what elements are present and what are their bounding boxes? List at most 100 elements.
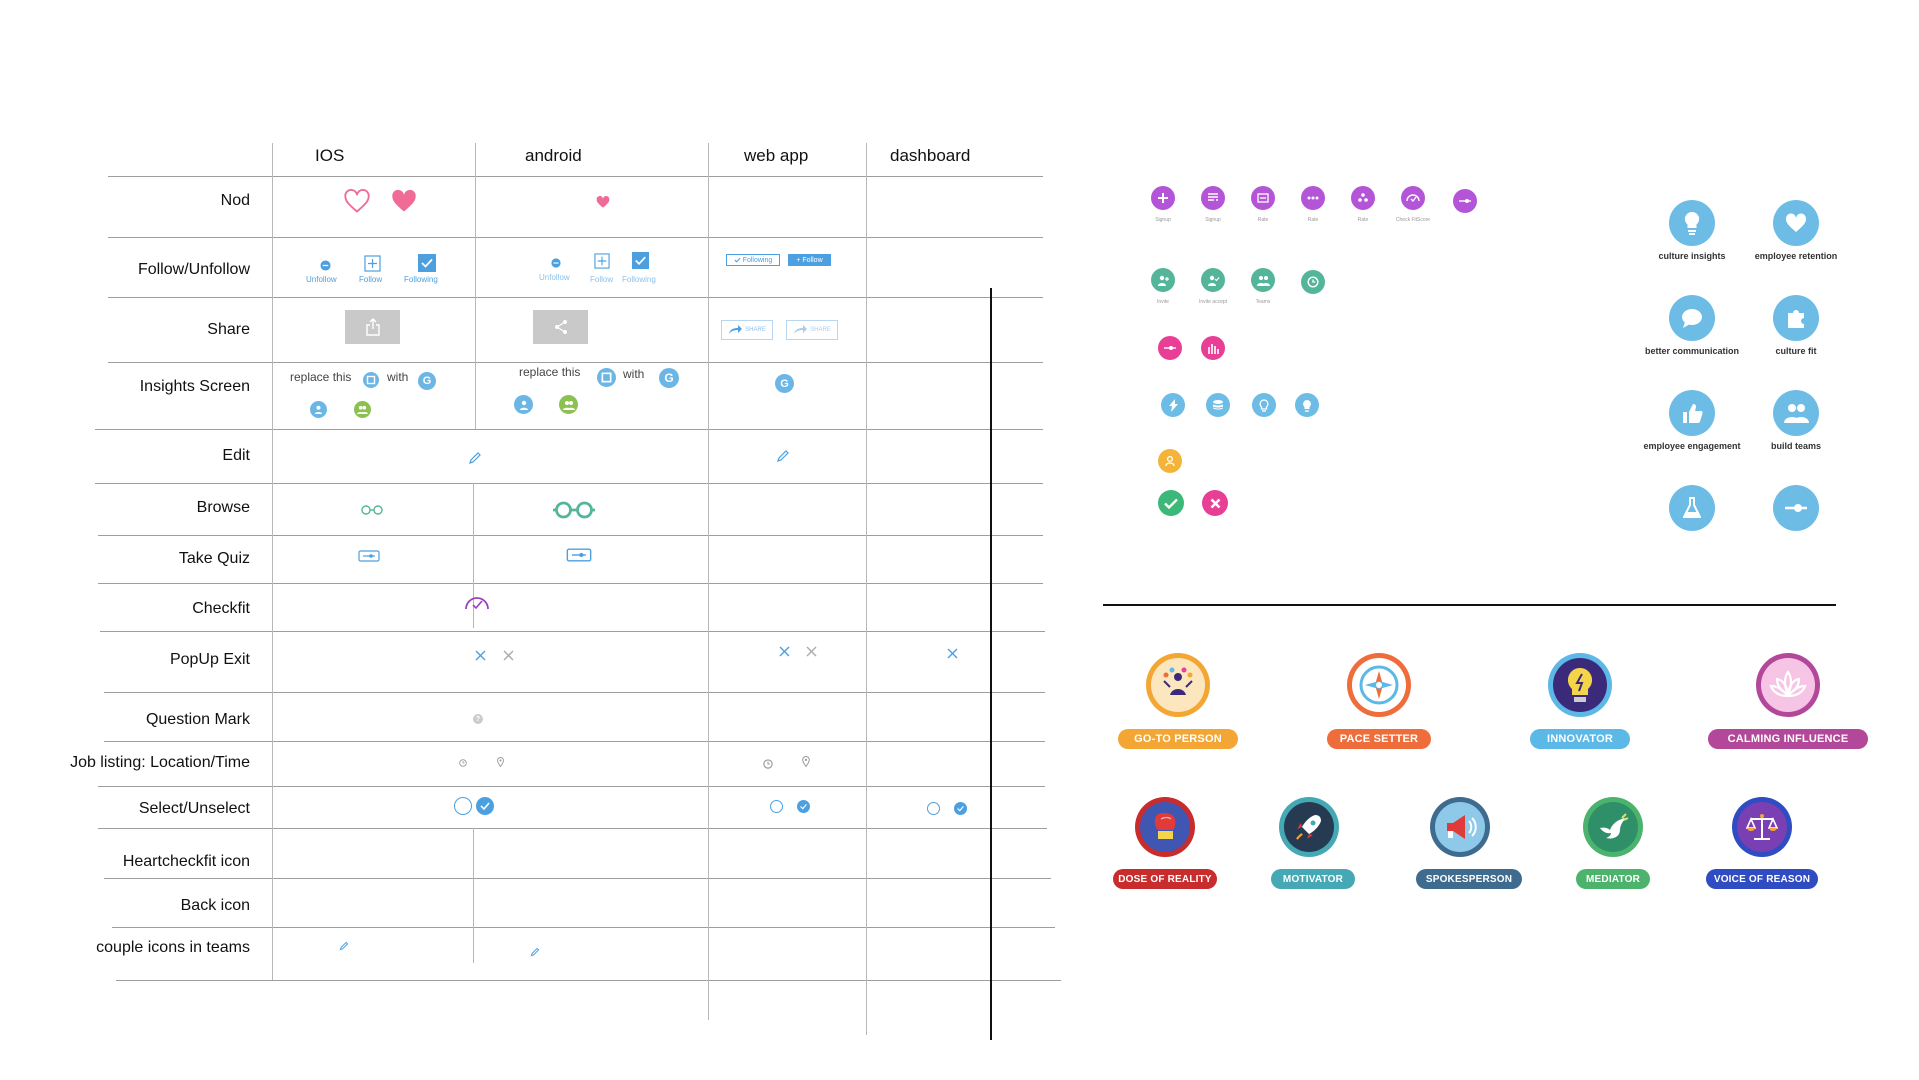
question-mark-icon[interactable]: ? bbox=[473, 714, 483, 724]
column-header-ios: IOS bbox=[315, 146, 345, 165]
employee-retention-label: employee retention bbox=[1754, 251, 1838, 261]
clock-green-icon bbox=[1301, 270, 1325, 294]
row-header-back-icon: Back icon bbox=[180, 897, 250, 914]
unfollow-label: Unfollow bbox=[539, 273, 570, 282]
close-icon[interactable] bbox=[503, 650, 514, 661]
quiz-slider-icon[interactable] bbox=[358, 550, 380, 562]
g-icon: G bbox=[418, 372, 436, 390]
row-header-popup-exit: PopUp Exit bbox=[169, 651, 250, 668]
check-green-icon bbox=[1158, 490, 1184, 516]
signup-plus-icon bbox=[1151, 186, 1175, 210]
employee-retention-icon bbox=[1773, 200, 1819, 246]
close-icon[interactable] bbox=[947, 648, 958, 659]
checkfit-gauge-icon[interactable] bbox=[463, 596, 491, 611]
follow-label: Follow bbox=[590, 275, 614, 284]
caption-rate: Rate bbox=[1307, 217, 1319, 223]
share-button-android[interactable] bbox=[533, 310, 588, 344]
col-line bbox=[475, 143, 476, 429]
follow-label: Follow bbox=[359, 275, 383, 284]
heart-outline-icon bbox=[344, 188, 370, 213]
culture-insights-icon bbox=[1669, 200, 1715, 246]
check-icon bbox=[734, 257, 741, 263]
row-header-nod: Nod bbox=[220, 192, 250, 209]
close-icon[interactable] bbox=[779, 646, 790, 657]
pencil-icon[interactable] bbox=[776, 449, 790, 463]
build-teams-icon bbox=[1773, 390, 1819, 436]
caption-teams: Teams bbox=[1255, 299, 1271, 305]
unfollow-icon bbox=[320, 260, 331, 271]
following-check-icon bbox=[632, 252, 649, 269]
g-icon: G bbox=[775, 374, 794, 393]
row-line bbox=[108, 176, 1043, 177]
caption-signup: Signup bbox=[1205, 217, 1221, 223]
g-icon: G bbox=[659, 368, 679, 388]
share-button-web[interactable]: SHARE bbox=[721, 320, 773, 340]
row-line bbox=[98, 786, 1045, 787]
row-line bbox=[112, 927, 1055, 928]
row-line bbox=[108, 297, 1043, 298]
scales-icon bbox=[1745, 814, 1779, 840]
calming-influence-badge bbox=[1756, 653, 1820, 717]
rocket-icon bbox=[1296, 815, 1321, 840]
caption-invite: Invite bbox=[1157, 299, 1169, 305]
row-header-checkfit: Checkfit bbox=[192, 600, 250, 617]
column-header-dashboard: dashboard bbox=[890, 146, 971, 165]
spokesperson-label: SPOKESPERSON bbox=[1416, 869, 1522, 889]
radio-unselected[interactable] bbox=[770, 800, 783, 813]
col-line bbox=[473, 483, 474, 628]
radio-selected-check-icon[interactable] bbox=[797, 800, 810, 813]
rate-stars-icon bbox=[1351, 186, 1375, 210]
quiz-slider-icon[interactable] bbox=[566, 548, 592, 562]
column-header-web-app: web app bbox=[744, 146, 809, 165]
glasses-icon[interactable] bbox=[553, 501, 595, 519]
compass-icon bbox=[1359, 665, 1399, 705]
signup-list-icon bbox=[1201, 186, 1225, 210]
radio-unselected[interactable] bbox=[454, 797, 472, 815]
glasses-icon[interactable] bbox=[360, 505, 384, 515]
culture-insights-label: culture insights bbox=[1658, 251, 1726, 261]
close-icon[interactable] bbox=[475, 650, 486, 661]
motivator-badge bbox=[1279, 797, 1339, 857]
culture-fit-icon bbox=[1773, 295, 1819, 341]
clock-icon bbox=[459, 759, 467, 767]
voice-of-reason-label: VOICE OF REASON bbox=[1706, 869, 1818, 889]
share-label: SHARE bbox=[810, 327, 831, 333]
radio-unselected[interactable] bbox=[927, 802, 940, 815]
caption-rate: Rate bbox=[1357, 217, 1369, 223]
group-icon bbox=[354, 401, 371, 418]
share-button-web-alt[interactable]: SHARE bbox=[786, 320, 838, 340]
spokesperson-badge bbox=[1430, 797, 1490, 857]
share-button-ios[interactable] bbox=[345, 310, 400, 344]
follow-plus-icon bbox=[364, 255, 381, 272]
row-header-select: Select/Unselect bbox=[138, 800, 250, 817]
employee-engagement-label: employee engagement bbox=[1643, 441, 1741, 451]
with-text: with bbox=[623, 367, 645, 381]
row-line bbox=[104, 878, 1051, 879]
employee-engagement-icon bbox=[1669, 390, 1715, 436]
mediator-badge bbox=[1583, 797, 1643, 857]
x-pink-icon bbox=[1202, 490, 1228, 516]
row-header-follow: Follow/Unfollow bbox=[137, 261, 250, 278]
divider-vertical bbox=[990, 288, 992, 1040]
person-orange-icon bbox=[1158, 449, 1182, 473]
following-label: Following bbox=[404, 275, 438, 284]
bulb-outline-icon bbox=[1252, 393, 1276, 417]
caption-invite-accept: Invite accept bbox=[1198, 299, 1228, 305]
pencil-icon[interactable] bbox=[468, 451, 482, 465]
build-teams-label: build teams bbox=[1770, 441, 1821, 451]
teams-icon bbox=[1251, 268, 1275, 292]
radio-selected-check-icon[interactable] bbox=[476, 797, 494, 815]
lotus-icon bbox=[1769, 670, 1807, 698]
dose-of-reality-badge bbox=[1135, 797, 1195, 857]
column-header-android: android bbox=[525, 146, 582, 165]
culture-fit-label: culture fit bbox=[1775, 346, 1817, 356]
close-icon[interactable] bbox=[806, 646, 817, 657]
unfollow-icon bbox=[551, 258, 561, 268]
unfollow-label: Unfollow bbox=[306, 275, 337, 284]
row-header-couple-icons: couple icons in teams bbox=[96, 939, 250, 956]
database-icon bbox=[1206, 393, 1230, 417]
juggler-icon bbox=[1163, 667, 1193, 695]
following-button[interactable]: Following bbox=[726, 254, 780, 266]
radio-selected-check-icon[interactable] bbox=[954, 802, 967, 815]
follow-button[interactable]: + Follow bbox=[788, 254, 831, 266]
